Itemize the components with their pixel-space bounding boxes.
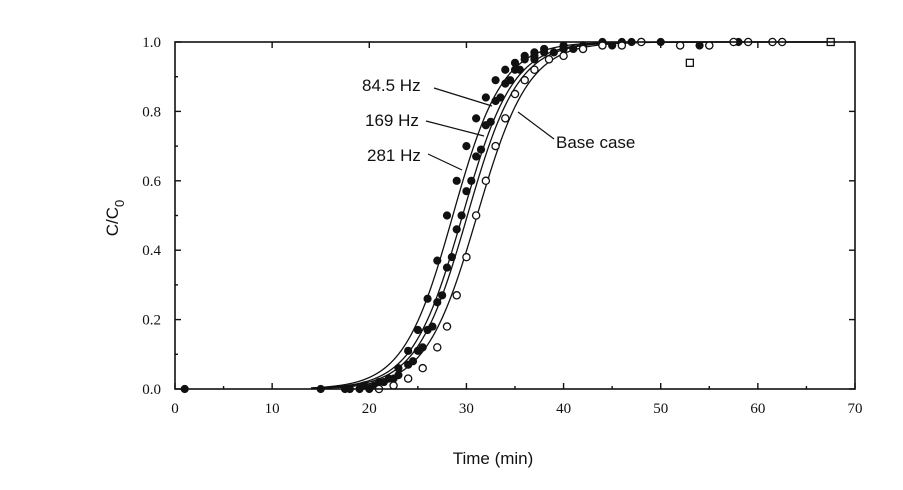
y-axis-title-main: C/C — [103, 207, 122, 236]
data-point — [452, 176, 461, 185]
data-point — [491, 141, 500, 151]
data-point — [476, 145, 486, 154]
data-point — [530, 55, 539, 64]
data-point — [452, 291, 461, 300]
annotation-leader — [427, 153, 463, 171]
data-point — [394, 371, 403, 380]
data-point — [506, 76, 515, 85]
data-point — [413, 325, 422, 335]
annotation-label: 281 Hz — [367, 146, 421, 165]
data-point — [510, 89, 520, 99]
data-point — [462, 252, 471, 262]
data-points — [180, 37, 835, 394]
data-point — [472, 114, 481, 123]
data-point — [394, 364, 403, 373]
x-tick-label: 30 — [459, 401, 474, 417]
data-point — [442, 211, 452, 220]
annotation-label: Base case — [556, 133, 635, 152]
y-axis-title-subscript: 0 — [112, 200, 127, 207]
data-point — [520, 55, 529, 64]
data-point — [423, 294, 432, 303]
y-tick-label: 0.8 — [142, 104, 161, 120]
data-point — [695, 41, 704, 50]
data-point — [403, 374, 413, 383]
data-point — [379, 377, 388, 387]
y-tick-label: 1.0 — [142, 35, 161, 51]
data-point — [457, 211, 466, 220]
data-point — [462, 142, 471, 151]
data-point — [486, 117, 495, 126]
x-tick-label: 60 — [750, 401, 765, 417]
data-point — [438, 291, 447, 300]
data-point — [530, 65, 539, 75]
data-point — [462, 187, 471, 196]
y-axis: 0.0 0.2 0.4 0.6 0.8 1.0 — [142, 35, 855, 398]
data-point — [452, 225, 461, 234]
x-axis-title: Time (min) — [453, 449, 534, 468]
data-point — [433, 256, 442, 265]
data-point — [569, 44, 578, 54]
data-point — [481, 176, 491, 186]
y-tick-label: 0.4 — [142, 243, 161, 259]
data-point — [433, 298, 442, 307]
data-point — [404, 346, 413, 355]
curve-annotations: 84.5 Hz 169 Hz 281 Hz Base case — [362, 76, 635, 171]
x-tick-label: 70 — [848, 401, 863, 417]
data-point — [442, 322, 452, 331]
data-point — [520, 75, 529, 85]
data-point — [389, 381, 398, 390]
x-tick-label: 20 — [362, 401, 377, 417]
data-point — [608, 41, 617, 50]
data-point — [544, 55, 554, 64]
data-point — [559, 51, 568, 61]
y-tick-label: 0.2 — [142, 313, 161, 329]
y-tick-label: 0.6 — [142, 174, 161, 190]
x-tick-label: 50 — [653, 401, 668, 417]
data-point — [496, 93, 505, 102]
data-point — [428, 322, 437, 331]
annotation-label: 84.5 Hz — [362, 76, 421, 95]
annotation-leader — [517, 111, 555, 140]
data-point — [549, 48, 558, 57]
x-tick-label: 40 — [556, 401, 571, 417]
data-point — [617, 41, 627, 50]
data-point — [467, 176, 476, 185]
data-point — [705, 41, 714, 50]
data-point — [418, 363, 427, 373]
data-point — [510, 58, 520, 67]
y-axis-title: C/C0 — [103, 200, 127, 237]
data-point — [685, 58, 695, 67]
data-point — [418, 343, 427, 352]
data-point — [501, 65, 510, 74]
y-tick-label: 0.0 — [142, 382, 161, 398]
x-axis: 0 10 20 30 40 50 60 70 — [171, 42, 863, 417]
data-point — [447, 253, 456, 262]
data-point — [481, 93, 490, 102]
data-point — [442, 263, 452, 272]
annotation-leader — [425, 120, 485, 137]
data-point — [491, 76, 500, 85]
data-point — [472, 152, 481, 161]
data-point — [540, 48, 549, 57]
data-point — [501, 114, 510, 123]
data-point — [433, 343, 442, 352]
x-tick-label: 0 — [171, 401, 179, 417]
data-point — [578, 44, 588, 54]
x-tick-label: 10 — [265, 401, 280, 417]
annotation-label: 169 Hz — [365, 111, 419, 130]
annotation-leader — [433, 87, 493, 107]
data-point — [408, 357, 418, 366]
data-point — [471, 211, 481, 220]
data-point — [515, 65, 524, 74]
data-point — [598, 41, 607, 50]
data-point — [675, 41, 685, 50]
